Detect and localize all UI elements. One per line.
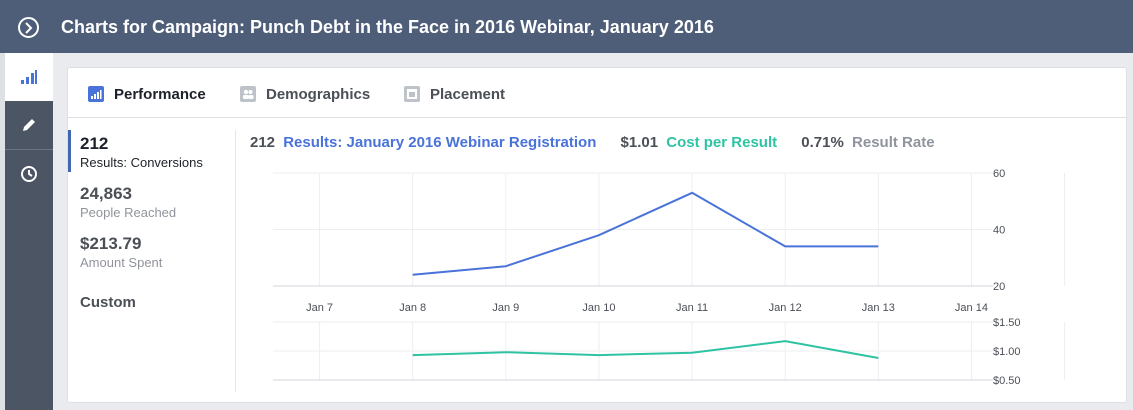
left-rail: [0, 53, 53, 410]
y-tick-label: $0.50: [993, 375, 1021, 387]
stat-label: People Reached: [80, 205, 177, 220]
x-tick-label: Jan 7: [306, 302, 333, 314]
x-tick-label: Jan 8: [399, 302, 426, 314]
clock-icon: [21, 165, 37, 182]
y-tick-label: 40: [993, 225, 1005, 237]
people-icon: [240, 86, 256, 102]
x-tick-label: Jan 11: [676, 302, 708, 314]
y-tick-label: $1.00: [993, 346, 1021, 358]
bar-chart-icon: [88, 86, 104, 102]
chevron-right-icon: [25, 22, 33, 34]
rate-value: 0.71%: [801, 134, 844, 151]
rail-history-button[interactable]: [5, 149, 53, 197]
active-stat-indicator: [68, 130, 71, 172]
stat-spent[interactable]: $213.79 Amount Spent: [80, 234, 162, 270]
page-title: Charts for Campaign: Punch Debt in the F…: [61, 17, 714, 37]
cpr-value: $1.01: [620, 134, 659, 151]
results-value: 212: [250, 134, 276, 151]
y-tick-label: 20: [993, 281, 1005, 293]
stat-results[interactable]: 212 Results: Conversions: [80, 134, 203, 170]
rail-edit-button[interactable]: [5, 101, 53, 149]
rate-label: Result Rate: [852, 134, 935, 151]
stat-value: 24,863: [80, 184, 132, 203]
stat-label: Results: Conversions: [80, 155, 203, 170]
tab-placement[interactable]: Placement: [404, 83, 505, 105]
stat-reach[interactable]: 24,863 People Reached: [80, 184, 176, 220]
y-tick-label: 60: [993, 168, 1005, 180]
rail-charts-button[interactable]: [5, 53, 53, 101]
custom-label: Custom: [80, 294, 136, 311]
performance-chart: 60 40 20 $1.50 $1.00 $0.50 Jan 7 Jan 8 Jan 9 Jan …: [273, 168, 1066, 387]
chart-summary: 212 Results: January 2016 Webinar Regist…: [250, 134, 935, 151]
charts-panel: Performance Demographics Placement 212 R…: [67, 67, 1127, 403]
stat-value: 212: [80, 134, 109, 153]
tab-demographics[interactable]: Demographics: [240, 83, 370, 105]
header-bar: Charts for Campaign: Punch Debt in the F…: [0, 0, 1133, 53]
x-tick-label: Jan 10: [582, 302, 615, 314]
x-tick-label: Jan 14: [955, 302, 988, 314]
stat-value: $213.79: [80, 234, 142, 253]
series-line: [412, 191, 879, 276]
results-label: Results: January 2016 Webinar Registrati…: [283, 134, 597, 151]
pencil-icon: [23, 119, 35, 131]
x-tick-label: Jan 13: [862, 302, 895, 314]
x-tick-label: Jan 12: [769, 302, 802, 314]
stats-column: 212 Results: Conversions 24,863 People R…: [68, 130, 236, 392]
tab-performance[interactable]: Performance: [88, 83, 206, 105]
bar-chart-icon: [21, 70, 37, 84]
stat-custom[interactable]: Custom: [80, 294, 136, 311]
y-tick-label: $1.50: [993, 317, 1021, 329]
x-tick-label: Jan 9: [492, 302, 519, 314]
rail-edge: [0, 53, 5, 410]
stat-label: Amount Spent: [80, 255, 163, 270]
series-line: [412, 340, 879, 359]
tab-bar: Performance Demographics Placement: [68, 68, 1126, 118]
placement-icon: [404, 86, 420, 102]
collapse-toggle-button[interactable]: [18, 17, 39, 38]
cpr-label: Cost per Result: [666, 134, 778, 151]
